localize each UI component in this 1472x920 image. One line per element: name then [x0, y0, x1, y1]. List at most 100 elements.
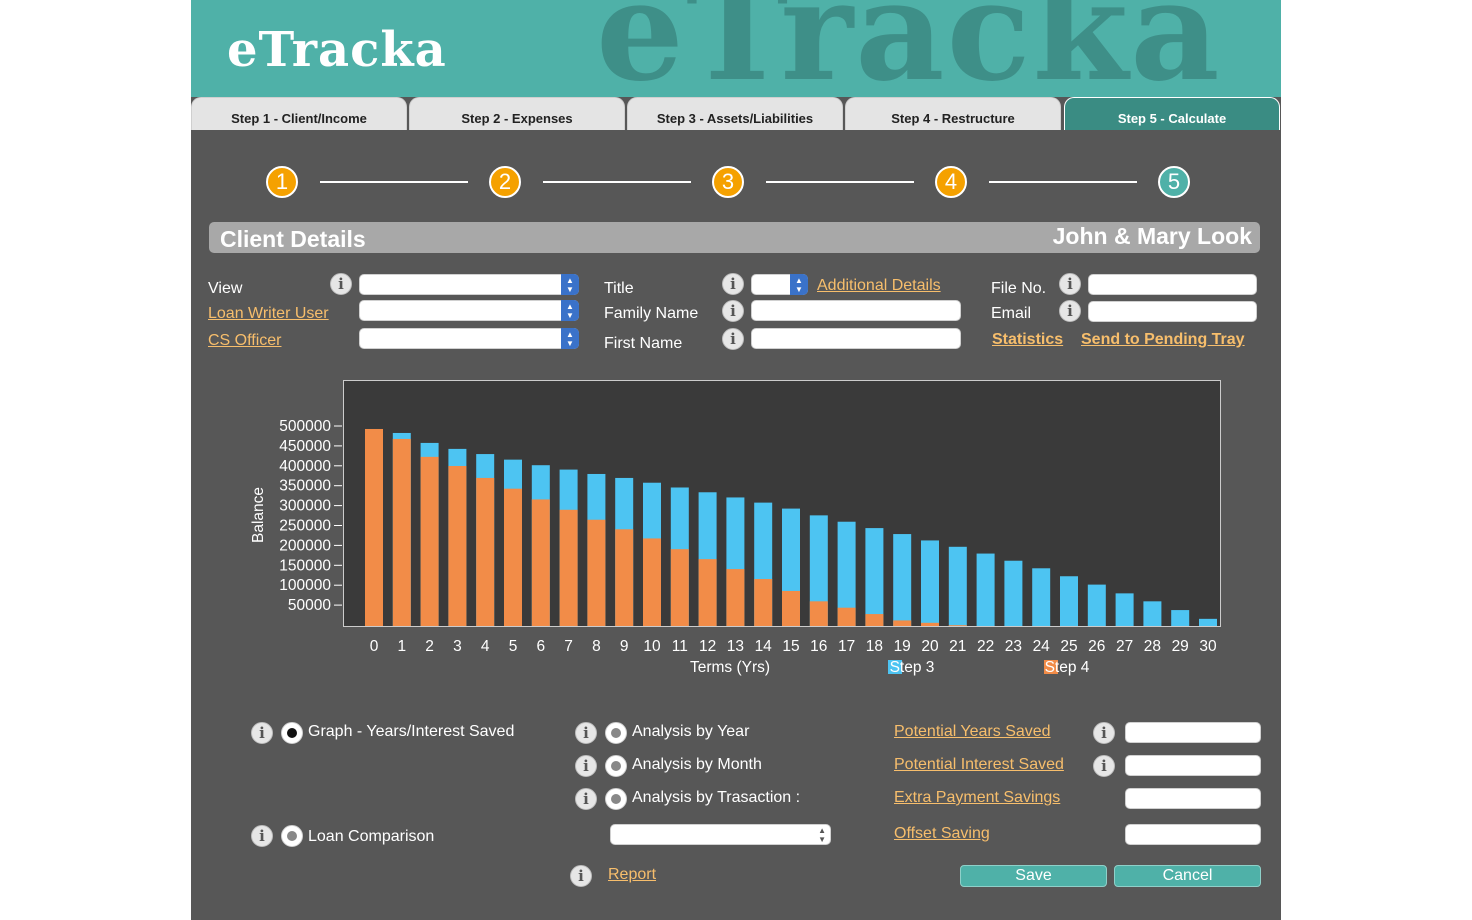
graph-years-radio[interactable]: [281, 722, 303, 744]
info-icon[interactable]: i: [722, 273, 744, 295]
bar-step-4: [615, 529, 634, 626]
first-name-field[interactable]: [751, 328, 961, 349]
chevron-updown-icon: ▲ ▼: [561, 300, 579, 321]
offset-saving-field[interactable]: [1125, 824, 1261, 845]
cs-officer-link[interactable]: CS Officer: [208, 332, 282, 349]
client-name: John & Mary Look: [1052, 223, 1252, 249]
graph-years-label: Graph - Years/Interest Saved: [308, 723, 515, 740]
x-tick-label: 6: [536, 638, 545, 655]
stepper-step-4: 4: [935, 166, 967, 198]
chevron-updown-icon: ▲ ▼: [561, 274, 579, 295]
x-tick-label: 0: [370, 638, 379, 655]
bar-step-3: [948, 546, 967, 626]
info-icon[interactable]: i: [575, 788, 597, 810]
bar-step-4: [670, 549, 689, 626]
bar-step-4: [559, 509, 578, 626]
app-window: eTracka eTracka Step 1 - Client/Income S…: [191, 0, 1281, 920]
potential-years-saved-link[interactable]: Potential Years Saved: [894, 723, 1051, 740]
first-name-label: First Name: [604, 335, 683, 352]
info-icon[interactable]: i: [575, 722, 597, 744]
info-icon[interactable]: i: [575, 755, 597, 777]
bar-step-4: [643, 538, 661, 626]
info-icon[interactable]: i: [1093, 722, 1115, 744]
family-name-field[interactable]: [751, 300, 961, 321]
x-tick-label: 5: [509, 638, 518, 655]
potential-interest-field[interactable]: [1125, 755, 1261, 776]
x-tick-label: 2: [425, 638, 434, 655]
bar-step-3: [837, 521, 856, 626]
family-name-label: Family Name: [604, 305, 699, 322]
info-icon[interactable]: i: [1093, 755, 1115, 777]
bar-step-4: [587, 519, 606, 626]
bar-step-4: [698, 559, 717, 626]
bar-step-3: [1143, 601, 1162, 626]
analysis-month-radio[interactable]: [605, 755, 627, 777]
x-tick-label: 13: [727, 638, 744, 655]
bar-step-3: [809, 515, 828, 626]
x-tick-label: 7: [564, 638, 573, 655]
potential-years-field[interactable]: [1125, 722, 1261, 743]
statistics-link[interactable]: Statistics: [992, 331, 1064, 348]
info-icon[interactable]: i: [722, 300, 744, 322]
info-icon[interactable]: i: [722, 328, 744, 350]
cs-officer-select[interactable]: ▲ ▼: [359, 328, 579, 349]
offset-saving-link[interactable]: Offset Saving: [894, 825, 990, 842]
bar-step-3: [921, 540, 939, 626]
x-tick-label: 16: [810, 638, 827, 655]
legend-swatch-step-3: [888, 660, 902, 674]
tab-step-5[interactable]: Step 5 - Calculate: [1064, 97, 1280, 130]
extra-payment-field[interactable]: [1125, 788, 1261, 809]
analysis-year-radio[interactable]: [605, 722, 627, 744]
loan-writer-user-link[interactable]: Loan Writer User: [208, 305, 329, 322]
send-to-pending-tray-link[interactable]: Send to Pending Tray: [1081, 331, 1245, 348]
info-icon[interactable]: i: [251, 825, 273, 847]
analysis-transaction-radio[interactable]: [605, 788, 627, 810]
extra-payment-savings-link[interactable]: Extra Payment Savings: [894, 789, 1061, 806]
bar-step-3: [1032, 568, 1051, 626]
bar-step-3: [1171, 610, 1190, 626]
transaction-select[interactable]: ▲ ▼: [610, 824, 831, 845]
bar-step-3: [865, 528, 884, 626]
info-icon[interactable]: i: [251, 722, 273, 744]
x-axis-label: Terms (Yrs): [690, 659, 770, 676]
loan-writer-select[interactable]: ▲ ▼: [359, 300, 579, 321]
file-no-field[interactable]: [1088, 274, 1257, 295]
save-button[interactable]: Save: [960, 865, 1107, 887]
additional-details-link[interactable]: Additional Details: [817, 277, 941, 294]
chevron-updown-icon: ▲ ▼: [818, 826, 826, 844]
info-icon[interactable]: i: [1059, 300, 1081, 322]
info-icon[interactable]: i: [570, 865, 592, 887]
legend-label-step-3: Step 3: [890, 659, 935, 676]
view-select[interactable]: ▲ ▼: [359, 274, 579, 295]
analysis-transaction-label: Analysis by Trasaction :: [632, 789, 801, 806]
x-tick-label: 24: [1033, 638, 1051, 655]
stepper-connector: [543, 181, 691, 183]
x-tick-label: 8: [592, 638, 601, 655]
bar-step-4: [531, 499, 550, 626]
cancel-button[interactable]: Cancel: [1114, 865, 1261, 887]
info-icon[interactable]: i: [330, 273, 352, 295]
tab-step-1[interactable]: Step 1 - Client/Income: [191, 97, 407, 130]
loan-comparison-radio[interactable]: [281, 825, 303, 847]
x-tick-label: 19: [894, 638, 911, 655]
bar-step-4: [893, 620, 912, 626]
y-tick-label: 500000: [279, 418, 331, 435]
title-select[interactable]: ▲ ▼: [751, 274, 808, 295]
email-field[interactable]: [1088, 301, 1257, 322]
tab-step-3[interactable]: Step 3 - Assets/Liabilities: [627, 97, 843, 130]
tab-step-4[interactable]: Step 4 - Restructure: [845, 97, 1061, 130]
stepper-step-5: 5: [1158, 166, 1190, 198]
x-tick-label: 17: [838, 638, 855, 655]
app-header: eTracka eTracka: [191, 0, 1281, 100]
x-tick-label: 20: [921, 638, 939, 655]
x-tick-label: 15: [782, 638, 799, 655]
stepper-step-1: 1: [266, 166, 298, 198]
report-link[interactable]: Report: [608, 866, 657, 883]
y-tick-label: 100000: [279, 577, 331, 594]
bar-step-4: [865, 614, 884, 626]
x-tick-label: 21: [949, 638, 966, 655]
info-icon[interactable]: i: [1059, 273, 1081, 295]
potential-interest-saved-link[interactable]: Potential Interest Saved: [894, 756, 1064, 773]
tab-step-2[interactable]: Step 2 - Expenses: [409, 97, 625, 130]
bar-step-4: [726, 569, 745, 626]
